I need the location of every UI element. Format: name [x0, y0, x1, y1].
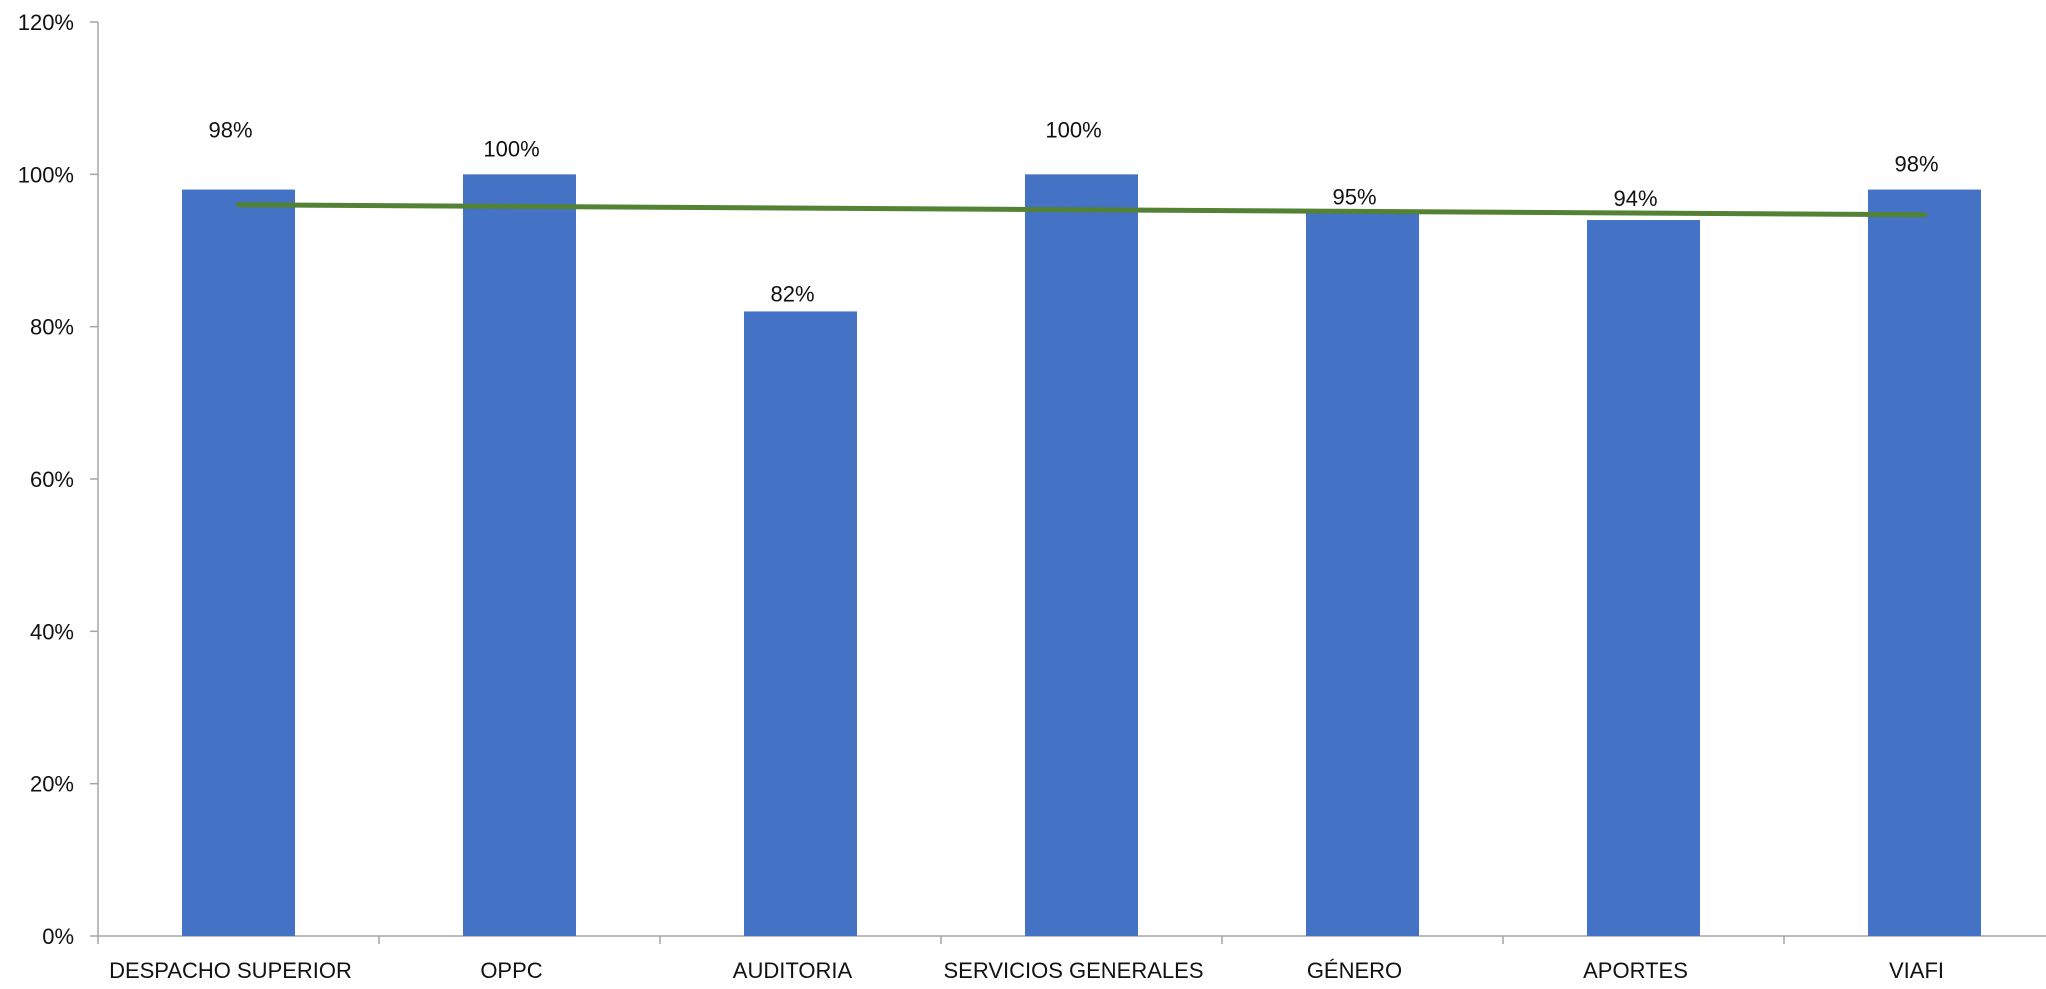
bar: [463, 174, 576, 937]
data-label: 82%: [770, 281, 814, 306]
y-tick-label: 100%: [18, 162, 74, 187]
y-tick-label: 40%: [30, 619, 74, 644]
bar: [1025, 174, 1138, 937]
trendline: [236, 202, 1927, 218]
data-label: 98%: [1894, 152, 1938, 177]
data-labels: 98% 100% 82% 100% 95% 94% 98%: [208, 117, 1938, 306]
trendline-group: [236, 202, 1927, 218]
x-axis-ticks: [97, 936, 1785, 944]
x-category-label: APORTES: [1583, 958, 1688, 983]
category-labels: DESPACHO SUPERIOR OPPC AUDITORIA SERVICIOS …: [109, 958, 1944, 983]
data-label: 98%: [208, 118, 252, 143]
y-tick-label: 80%: [30, 315, 74, 340]
bar-series: [182, 174, 1981, 937]
y-tick-label: 120%: [18, 10, 74, 35]
y-tick-label: 20%: [30, 772, 74, 797]
data-label: 100%: [483, 136, 539, 161]
x-category-label: VIAFI: [1889, 958, 1944, 983]
x-category-label: DESPACHO SUPERIOR: [109, 958, 352, 983]
bar: [1306, 212, 1419, 936]
bar: [182, 189, 295, 937]
y-tick-label: 0%: [42, 924, 74, 949]
y-tick-label: 60%: [30, 467, 74, 492]
y-axis-ticks: 0% 20% 40% 60% 80% 100% 120%: [18, 10, 98, 949]
bar: [1587, 220, 1700, 937]
x-category-label: AUDITORIA: [733, 958, 853, 983]
data-label: 94%: [1613, 186, 1657, 211]
x-category-label: SERVICIOS GENERALES: [943, 958, 1203, 983]
data-label: 100%: [1045, 117, 1101, 142]
x-category-label: OPPC: [480, 958, 542, 983]
bar: [1868, 189, 1981, 937]
data-label: 95%: [1332, 184, 1376, 209]
x-category-label: GÉNERO: [1307, 958, 1402, 983]
bar: [744, 311, 857, 936]
